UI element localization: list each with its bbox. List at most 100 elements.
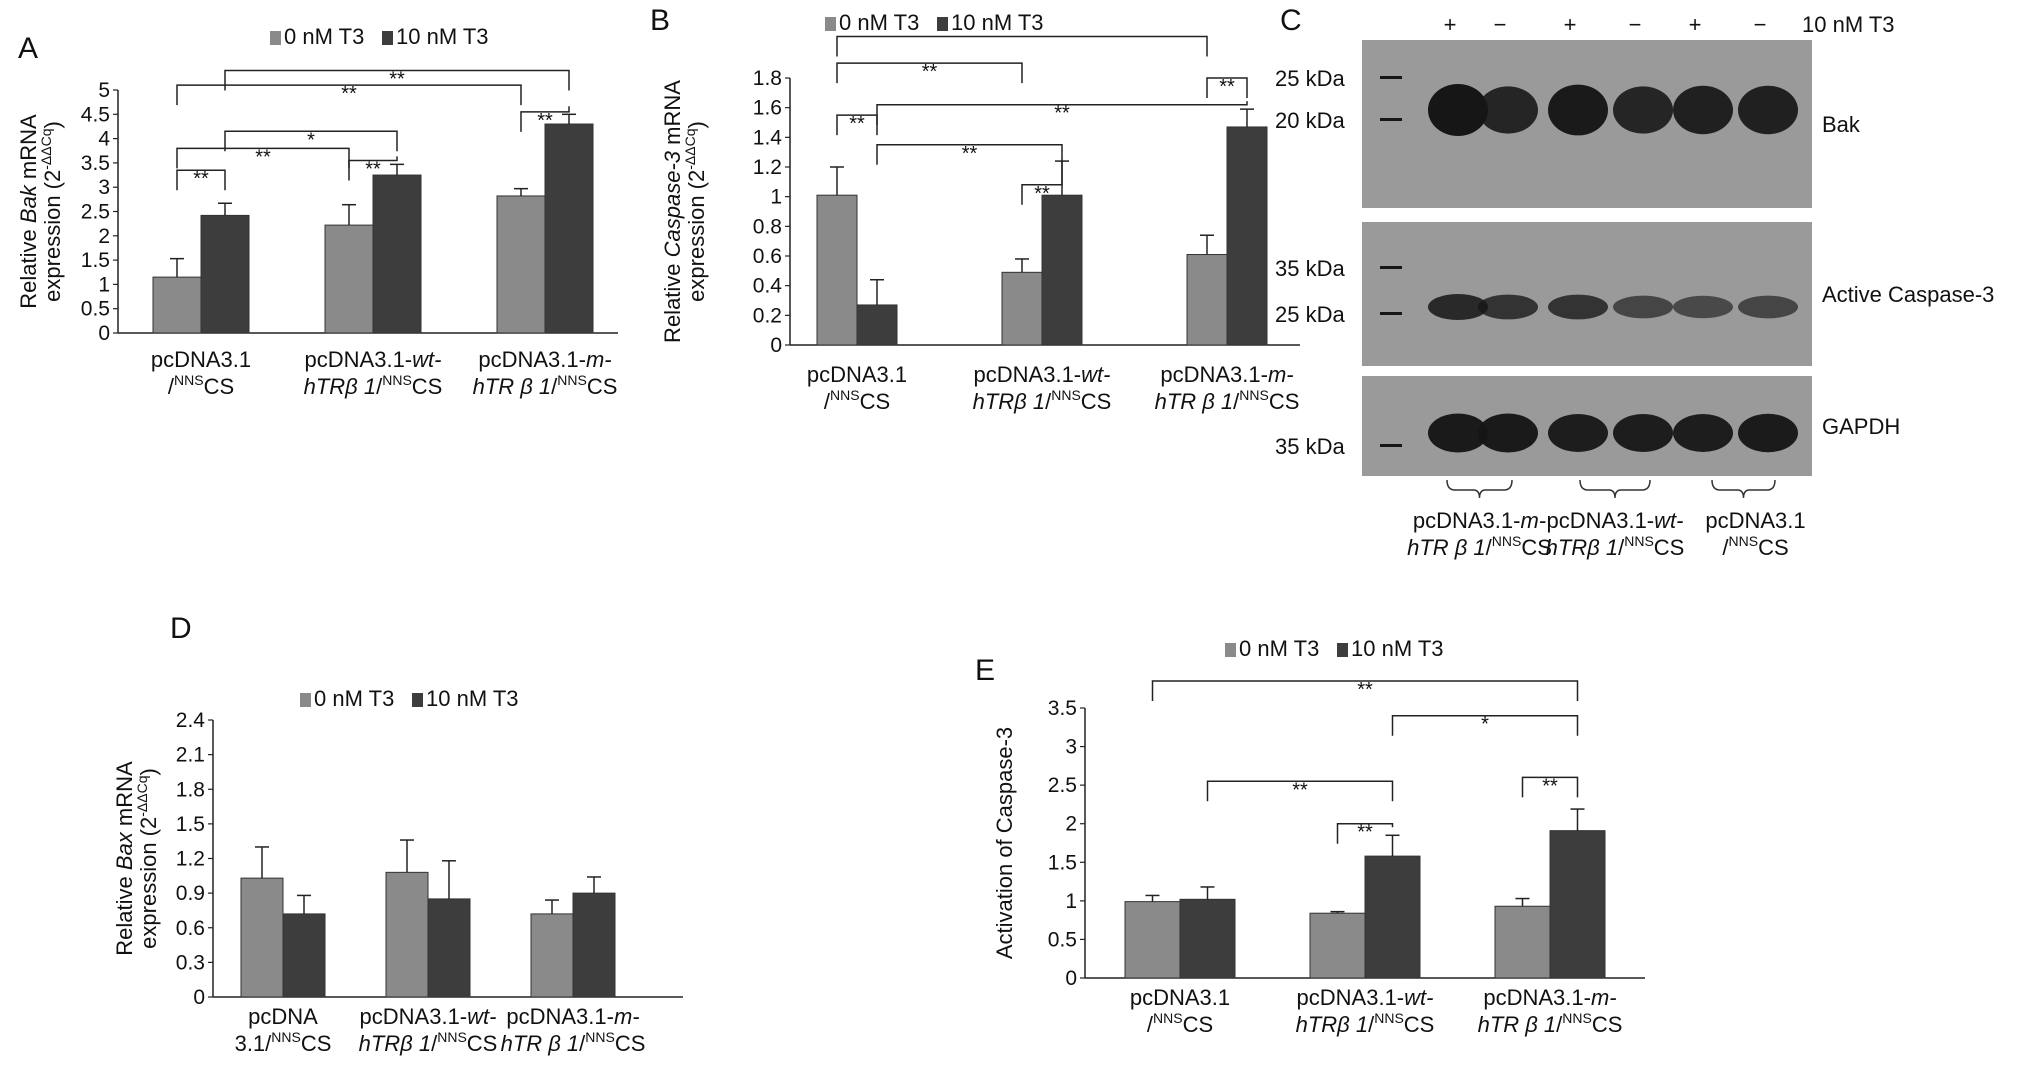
panel-b-sig-label-4: ** [962,143,978,165]
panel-b-ytick-label-5: 1 [770,186,782,209]
panel-b-ylabel-sup: -ΔΔCq [682,128,698,169]
panel-d-category-2-line2-slash: / [579,1031,586,1056]
panel-a-category-0-line1-text: pcDNA3.1 [151,347,251,372]
panel-b-legend: 0 nM T3 10 nM T3 [825,10,1044,35]
panel-a-category-2-line2-end: CS [587,374,618,399]
panel-b-legend-label-1: 10 nM T3 [951,10,1044,35]
panel-b-ytick-label-1: 0.2 [753,304,782,327]
panel-c-band-2-0 [1428,413,1488,453]
panel-e-sig-bracket-2 [1206,780,1394,802]
panel-d-category-1-line2: hTRβ 1/NNSCS [359,1029,498,1056]
panel-c-group-0-line2-slash: / [1486,535,1493,560]
panel-a-legend-label-0: 0 nM T3 [284,24,364,49]
panel-e-category-1-line1-italic: wt- [1404,985,1433,1010]
panel-d-ylabel-line2-text: expression (2 [136,817,161,949]
panel-c-marker-tick-1-0 [1380,266,1402,269]
panel-a-category-1-line1-italic: wt- [412,347,441,372]
panel-e-sig-label-0: ** [1357,822,1373,844]
panel-b-ytick-label-3: 0.6 [753,245,782,268]
panel-a-bar-0-0 [152,276,202,334]
panel-d-ylabel-part-1: Bax [112,831,137,870]
panel-e-ytick-label-1: 0.5 [1048,928,1077,951]
panel-c-lane-sign-5: − [1754,12,1767,37]
panel-e-legend-label-1: 10 nM T3 [1351,636,1444,661]
panel-c-marker-tick-0-0 [1380,76,1402,79]
panel-c-group-1-line2-end: CS [1654,535,1685,560]
panel-b-ylabel-end: ) [684,121,709,128]
panel-d-category-2-line1-text: pcDNA3.1- [506,1004,614,1029]
panel-e-sig-label-3: * [1481,714,1489,736]
panel-e-bar-0-1 [1179,898,1236,979]
panel-c-group-0-line1: pcDNA3.1-m- [1413,508,1546,533]
panel-c-group-brace-2 [1711,479,1776,499]
panel-c-band-0-5 [1738,85,1798,135]
panel-d-bar-1-0 [385,871,429,998]
panel-a-category-2-line2-italic: hTR β 1 [473,374,552,399]
panel-e-legend-swatch-0 [1225,643,1236,657]
panel-e-category-2-line2-end: CS [1592,1012,1623,1037]
panel-d-category-2-line2-end: CS [615,1031,646,1056]
panel-c-group-2-line1-text: pcDNA3.1 [1705,508,1805,533]
panel-b-legend-label-0: 0 nM T3 [839,10,919,35]
panel-c-lane-sign-1: − [1494,12,1507,37]
panel-d-ytick-label-7: 2.1 [176,744,205,767]
panel-d-category-1-line1-text: pcDNA3.1- [360,1004,468,1029]
panel-a-category-1-line1-text: pcDNA3.1- [305,347,413,372]
panel-c-row-label-1: Active Caspase-3 [1822,282,1994,307]
panel-e-category-2-line1: pcDNA3.1-m- [1483,985,1616,1010]
panel-c-band-0-3 [1613,86,1673,134]
panel-b-bar-1-1 [1041,194,1083,346]
panel-d-category-0-line2-sup: NNS [271,1029,301,1045]
panel-e-ylabel-part-0: Activation of Caspase-3 [992,727,1017,959]
panel-e-ytick-label-7: 3.5 [1048,697,1077,720]
panel-e-sig-label-2: ** [1292,779,1308,801]
panel-d-category-0-line2-end: CS [301,1031,332,1056]
panel-d-category-2-line2: hTR β 1/NNSCS [501,1029,646,1056]
panel-d-ytick-label-1: 0.3 [176,951,205,974]
panel-e-legend-swatch-1 [1337,643,1348,657]
panel-d-ytick-label-2: 0.6 [176,917,205,940]
panel-d-ytick-label-4: 1.2 [176,848,205,871]
panel-b-category-1-line1: pcDNA3.1-wt- [974,362,1111,387]
panel-c-row-label-2: GAPDH [1822,414,1900,439]
panel-a-ytick-label-6: 3 [98,176,110,199]
panel-a-category-0-line1: pcDNA3.1 [151,347,251,372]
panel-a-sig-label-3: ** [255,146,271,168]
panel-e-category-1-line2: hTRβ 1/NNSCS [1296,1010,1435,1037]
panel-c-band-2-4 [1673,414,1733,452]
panel-b-category-1-line2-sup: NNS [1051,387,1081,403]
panel-a-category-2-line1-italic: m- [586,347,612,372]
panel-b-category-0-line2: /NNSCS [824,387,890,414]
panel-d-category-1-line2-italic: hTRβ 1 [359,1031,431,1056]
panel-d-category-0-line1-text: pcDNA [248,1004,318,1029]
panel-e-category-1-line2-slash: / [1368,1012,1375,1037]
panel-b-category-1-line1-text: pcDNA3.1- [974,362,1082,387]
panel-b-letter: B [650,4,670,37]
panel-d-category-0-line1: pcDNA [248,1004,318,1029]
panel-e-bar-0-0 [1124,901,1181,979]
panel-d-legend-swatch-0 [300,693,311,707]
panel-c-lane-sign-0: + [1444,12,1457,37]
panel-c-band-1-5 [1738,295,1798,319]
panel-b-sig-label-0: ** [849,113,865,135]
panel-d-letter: D [170,612,192,645]
panel-a-category-0-line2-sup: NNS [174,372,204,388]
panel-a-sig-bracket-2 [520,106,570,132]
panel-b-category-1-line2-italic: hTRβ 1 [973,389,1045,414]
panel-c-group-2-line2-sup: NNS [1729,533,1759,549]
panel-e-category-1-line2-italic: hTRβ 1 [1296,1012,1368,1037]
panel-c-group-1-line2: hTRβ 1/NNSCS [1546,533,1685,560]
panel-c-group-0-line2-end: CS [1521,535,1552,560]
panel-e-ytick-label-2: 1 [1065,890,1077,913]
panel-b-ytick-label-9: 1.8 [753,67,782,90]
panel-d-category-2-line1: pcDNA3.1-m- [506,1004,639,1029]
panel-a-ylabel-line1: Relative Bak mRNA [16,114,41,309]
panel-e-ytick-label-5: 2.5 [1048,774,1077,797]
panel-b-category-2-line2-italic: hTR β 1 [1155,389,1234,414]
panel-e-category-2-line2-slash: / [1556,1012,1563,1037]
panel-c-band-2-2 [1548,414,1608,452]
panel-b-sig-label-2: ** [1219,76,1235,98]
panel-b-ytick-label-6: 1.2 [753,156,782,179]
panel-b-sig-bracket-0 [836,114,878,136]
